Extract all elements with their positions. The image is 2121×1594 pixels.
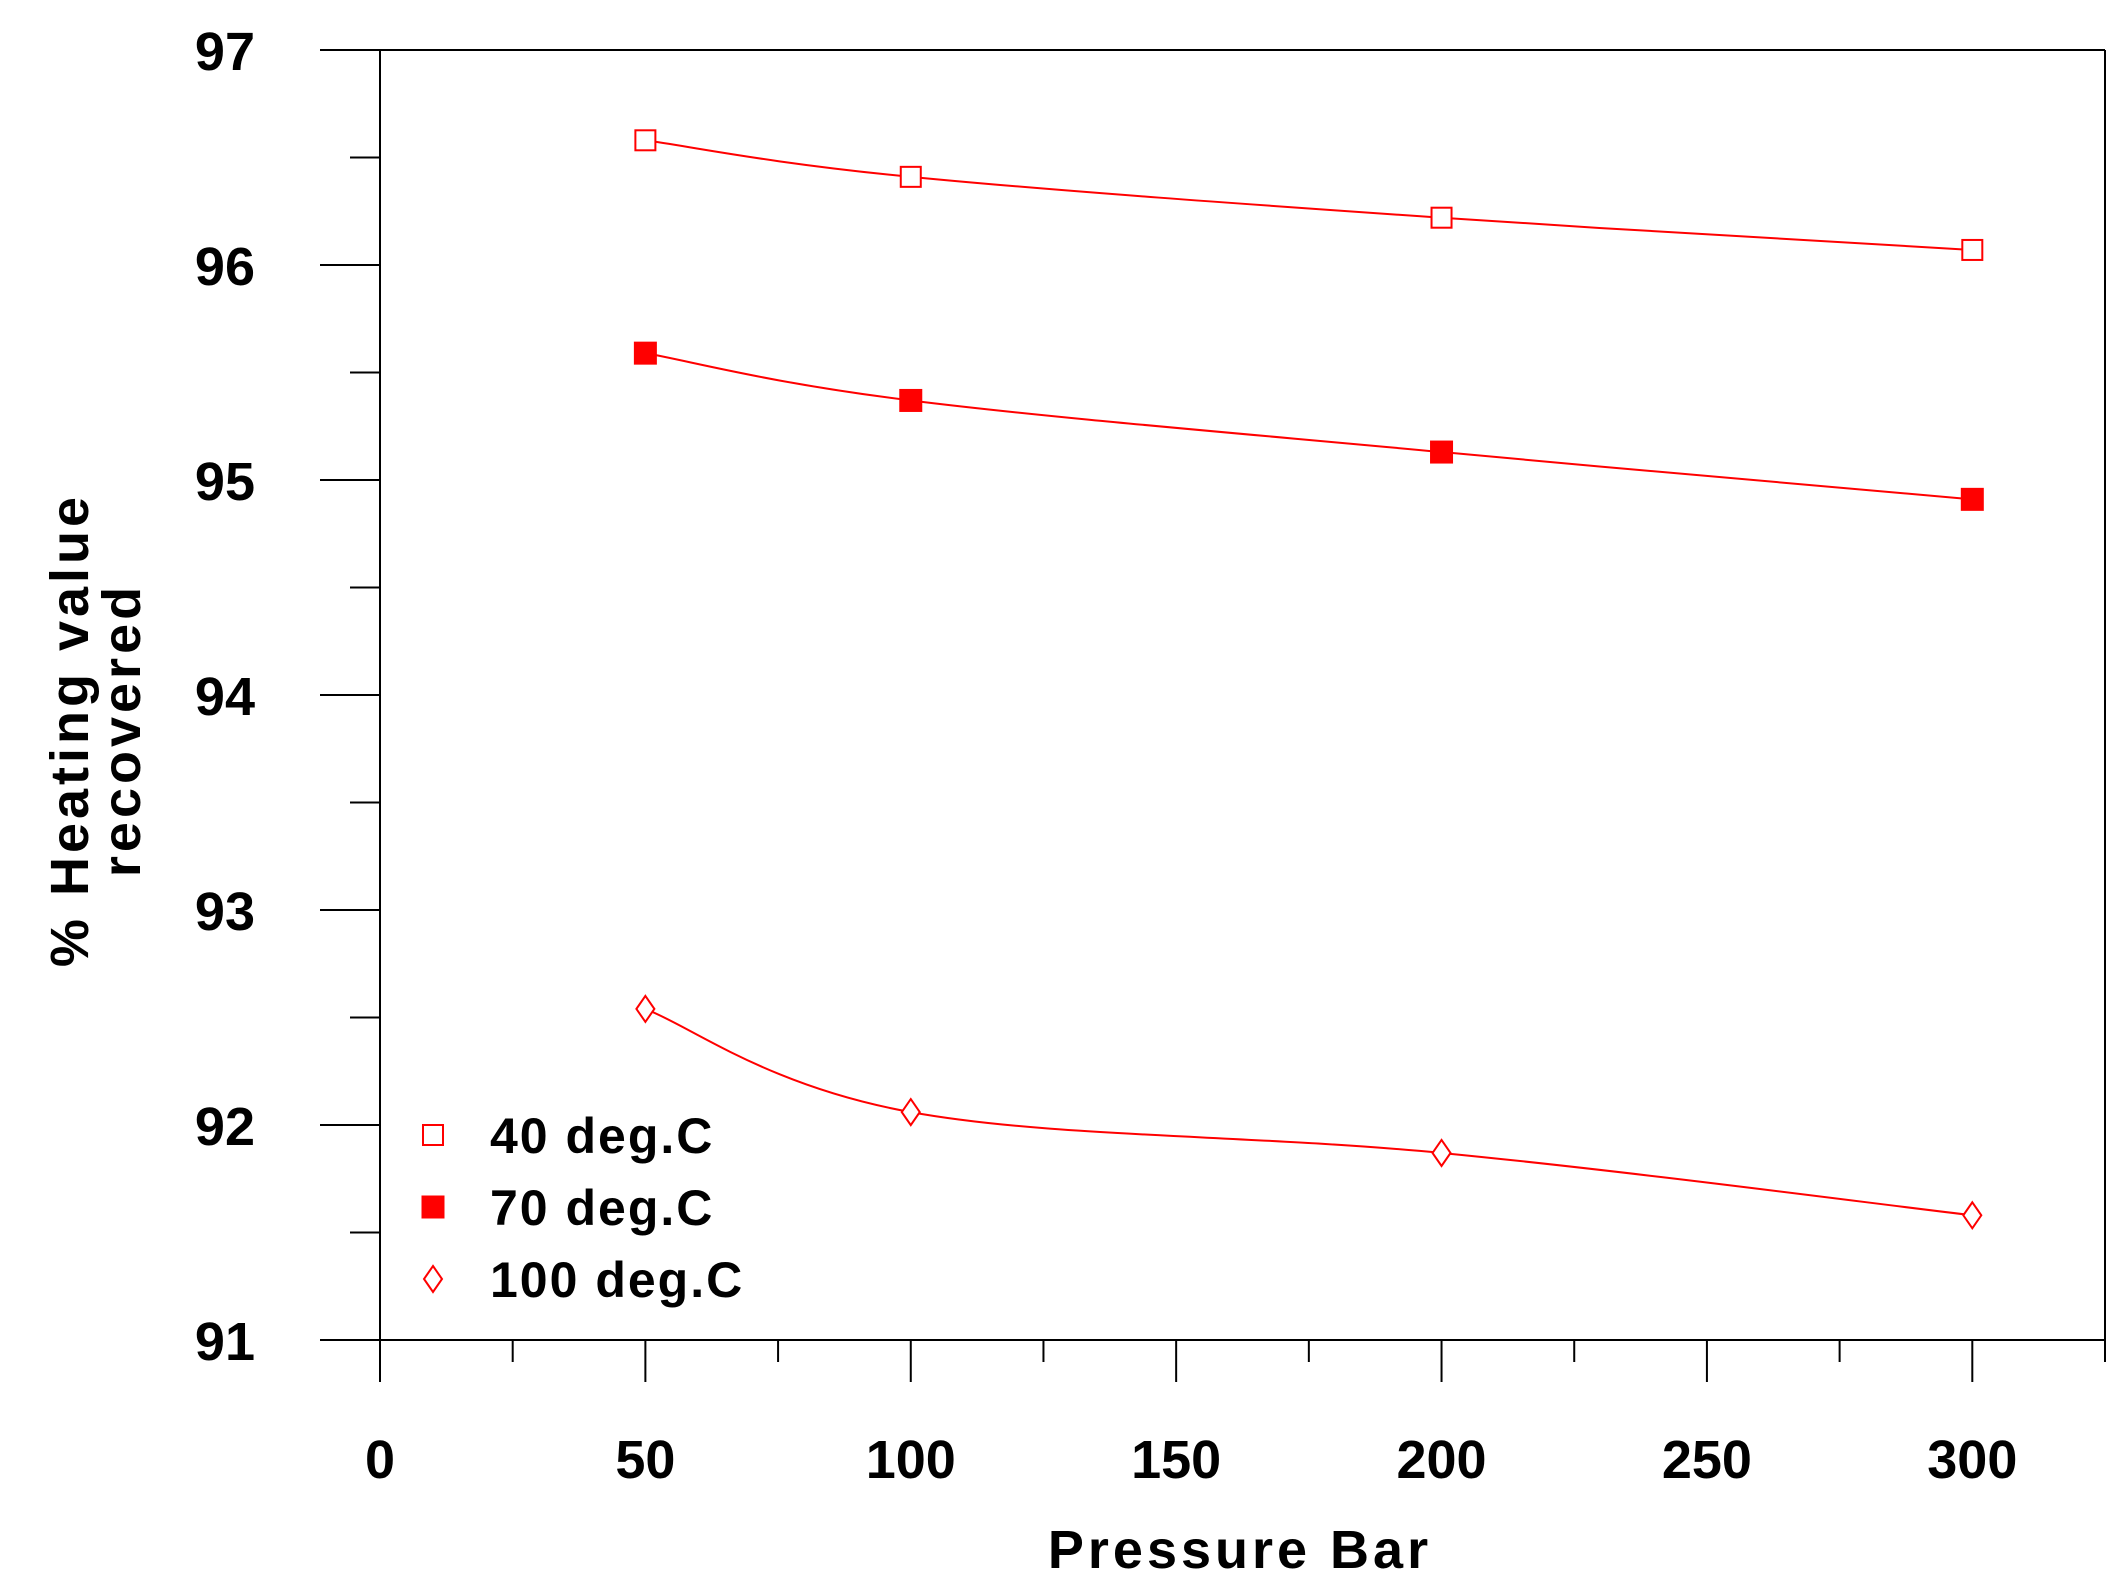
y-tick-label: 96: [195, 237, 255, 297]
x-tick-label: 150: [1131, 1430, 1221, 1490]
legend-marker: [421, 1195, 445, 1219]
y-axis-title-line-2: recovered: [92, 583, 152, 877]
data-point: [1430, 206, 1453, 229]
y-axis-title: % Heating value recovered: [40, 493, 152, 967]
data-point: [635, 994, 656, 1024]
data-point: [1430, 440, 1454, 464]
series-line: [645, 139, 1973, 251]
data-point: [1960, 487, 1984, 511]
legend-marker: [422, 1264, 444, 1294]
data-point: [899, 388, 923, 412]
y-tick-label: 97: [195, 22, 255, 82]
series-line: [645, 1007, 1973, 1217]
series-70-deg-c: [633, 341, 1984, 511]
y-tick-label: 91: [195, 1312, 255, 1372]
data-point: [899, 165, 922, 188]
x-tick-label: 300: [1927, 1430, 2017, 1490]
y-tick-label: 92: [195, 1097, 255, 1157]
series-line: [645, 352, 1973, 501]
data-point: [1961, 238, 1984, 261]
x-tick-label: 0: [365, 1430, 395, 1490]
axes-layer: 91 92 93 94 95 96 97 0 50 100 150 200 250 300: [195, 22, 2106, 1490]
y-tick-label: 93: [195, 882, 255, 942]
y-tick-label: 94: [195, 667, 255, 727]
legend-label: 40 deg.C: [490, 1108, 714, 1164]
x-tick-label: 50: [615, 1430, 675, 1490]
data-point: [633, 341, 657, 365]
legend: 40 deg.C 70 deg.C 100 deg.C: [421, 1108, 744, 1308]
x-tick-label: 250: [1662, 1430, 1752, 1490]
series-layer: [633, 129, 1984, 1231]
data-point: [900, 1097, 921, 1127]
x-tick-label: 200: [1396, 1430, 1486, 1490]
data-point: [1431, 1138, 1452, 1168]
data-point: [634, 129, 657, 152]
y-axis-title-line-1: % Heating value: [40, 493, 100, 967]
x-axis-title: Pressure Bar: [1048, 1520, 1432, 1580]
series-100-deg-c: [635, 994, 1983, 1231]
x-tick-label: 100: [866, 1430, 956, 1490]
y-tick-label: 95: [195, 452, 255, 512]
series-40-deg-c: [634, 129, 1984, 261]
legend-marker: [422, 1124, 444, 1146]
legend-label: 100 deg.C: [490, 1252, 744, 1308]
legend-label: 70 deg.C: [490, 1180, 714, 1236]
data-point: [1962, 1200, 1983, 1231]
